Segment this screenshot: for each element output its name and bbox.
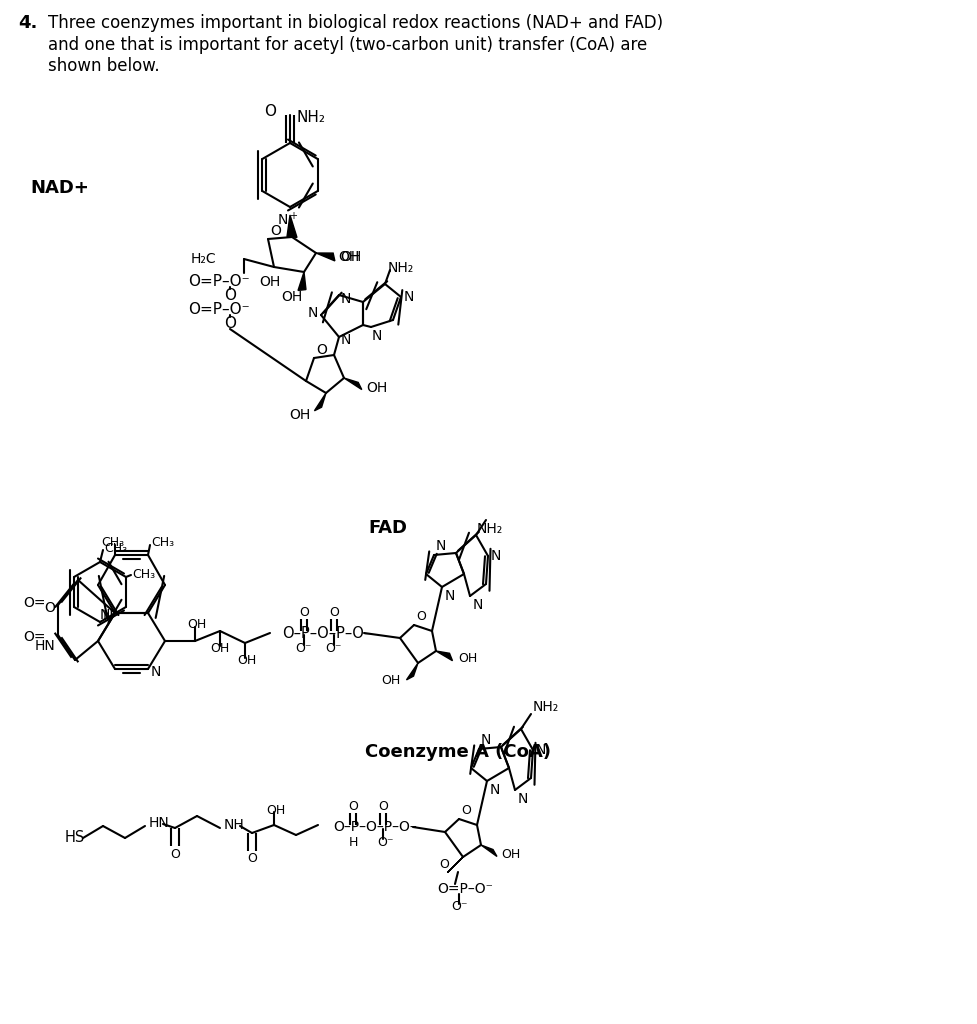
Polygon shape: [298, 272, 306, 291]
Text: OH: OH: [267, 804, 285, 816]
Polygon shape: [406, 663, 418, 680]
Text: N: N: [372, 329, 382, 343]
Text: and one that is important for acetyl (two-carbon unit) transfer (CoA) are: and one that is important for acetyl (tw…: [48, 36, 647, 54]
Text: CH₃: CH₃: [104, 542, 127, 555]
Text: FAD: FAD: [368, 519, 407, 537]
Text: O: O: [461, 805, 471, 817]
Text: OH: OH: [501, 849, 520, 861]
Text: N: N: [341, 292, 352, 306]
Text: N: N: [341, 333, 352, 347]
Text: HS: HS: [65, 830, 85, 846]
Text: H₂C: H₂C: [191, 252, 216, 266]
Text: O: O: [44, 601, 55, 615]
Polygon shape: [436, 651, 452, 660]
Text: O⁻: O⁻: [450, 900, 467, 913]
Text: O–P–O–P–O–: O–P–O–P–O–: [333, 820, 417, 834]
Text: OH: OH: [259, 275, 280, 289]
Polygon shape: [316, 253, 335, 261]
Text: Coenzyme A (CoA): Coenzyme A (CoA): [365, 743, 551, 761]
Text: N: N: [151, 665, 161, 679]
Text: OH: OH: [188, 618, 206, 632]
Text: O: O: [416, 610, 426, 624]
Text: O: O: [224, 288, 236, 302]
Polygon shape: [287, 215, 297, 238]
Text: O: O: [348, 801, 358, 813]
Text: CH₃: CH₃: [102, 537, 124, 550]
Text: O⁻: O⁻: [296, 642, 313, 655]
Text: NH: NH: [224, 818, 245, 831]
Text: O: O: [316, 343, 327, 357]
Text: Three coenzymes important in biological redox reactions (NAD+ and FAD): Three coenzymes important in biological …: [48, 14, 663, 32]
Text: CH₃: CH₃: [151, 537, 174, 550]
Text: N: N: [491, 549, 501, 563]
Text: O: O: [224, 315, 236, 331]
Text: NH₂: NH₂: [533, 700, 559, 714]
Text: O: O: [264, 103, 276, 119]
Text: NH₂: NH₂: [296, 110, 325, 125]
Text: O: O: [270, 224, 280, 238]
Text: OH: OH: [366, 381, 387, 395]
Text: CH₃: CH₃: [132, 567, 155, 581]
Polygon shape: [481, 845, 497, 856]
Text: O⁻: O⁻: [325, 642, 342, 655]
Text: N: N: [473, 598, 484, 612]
Text: O: O: [378, 801, 388, 813]
Text: N: N: [103, 609, 113, 623]
Polygon shape: [344, 378, 361, 389]
Text: N: N: [536, 743, 546, 757]
Text: N: N: [490, 783, 500, 797]
Text: 4.: 4.: [18, 14, 37, 32]
Text: NAD+: NAD+: [30, 179, 89, 197]
Text: N: N: [481, 733, 491, 746]
Polygon shape: [315, 393, 326, 411]
Text: OH: OH: [280, 290, 302, 304]
Text: HN: HN: [34, 623, 55, 653]
Text: OH: OH: [210, 642, 230, 655]
Text: H: H: [349, 837, 358, 850]
Text: O: O: [170, 848, 180, 860]
Text: O–P–O–P–O–: O–P–O–P–O–: [282, 626, 371, 640]
Text: N: N: [518, 792, 529, 806]
Text: O=P–O⁻: O=P–O⁻: [188, 301, 250, 316]
Text: O: O: [329, 606, 339, 620]
Text: O: O: [299, 606, 309, 620]
Text: O=: O=: [23, 596, 46, 610]
Text: O: O: [439, 858, 449, 871]
Text: OH: OH: [381, 675, 400, 687]
Text: shown below.: shown below.: [48, 57, 159, 75]
Text: OH: OH: [289, 408, 310, 422]
Text: OH: OH: [458, 652, 477, 666]
Text: O⁻: O⁻: [378, 837, 395, 850]
Text: O=P–O⁻: O=P–O⁻: [437, 882, 493, 896]
Text: N: N: [100, 608, 110, 622]
Text: O=P–O⁻: O=P–O⁻: [188, 273, 250, 289]
Text: OH: OH: [338, 250, 360, 264]
Text: N: N: [436, 539, 446, 553]
Text: OH: OH: [237, 654, 257, 668]
Text: N$^+$: N$^+$: [277, 211, 299, 228]
Text: O: O: [247, 853, 257, 865]
Text: O=: O=: [23, 630, 46, 644]
Text: NH₂: NH₂: [477, 522, 503, 536]
Text: NH₂: NH₂: [388, 261, 414, 275]
Text: N: N: [445, 589, 455, 603]
Text: N: N: [404, 290, 414, 304]
Polygon shape: [447, 857, 463, 872]
Text: OH: OH: [340, 250, 361, 264]
Text: N: N: [308, 306, 318, 319]
Text: HN: HN: [149, 816, 170, 830]
